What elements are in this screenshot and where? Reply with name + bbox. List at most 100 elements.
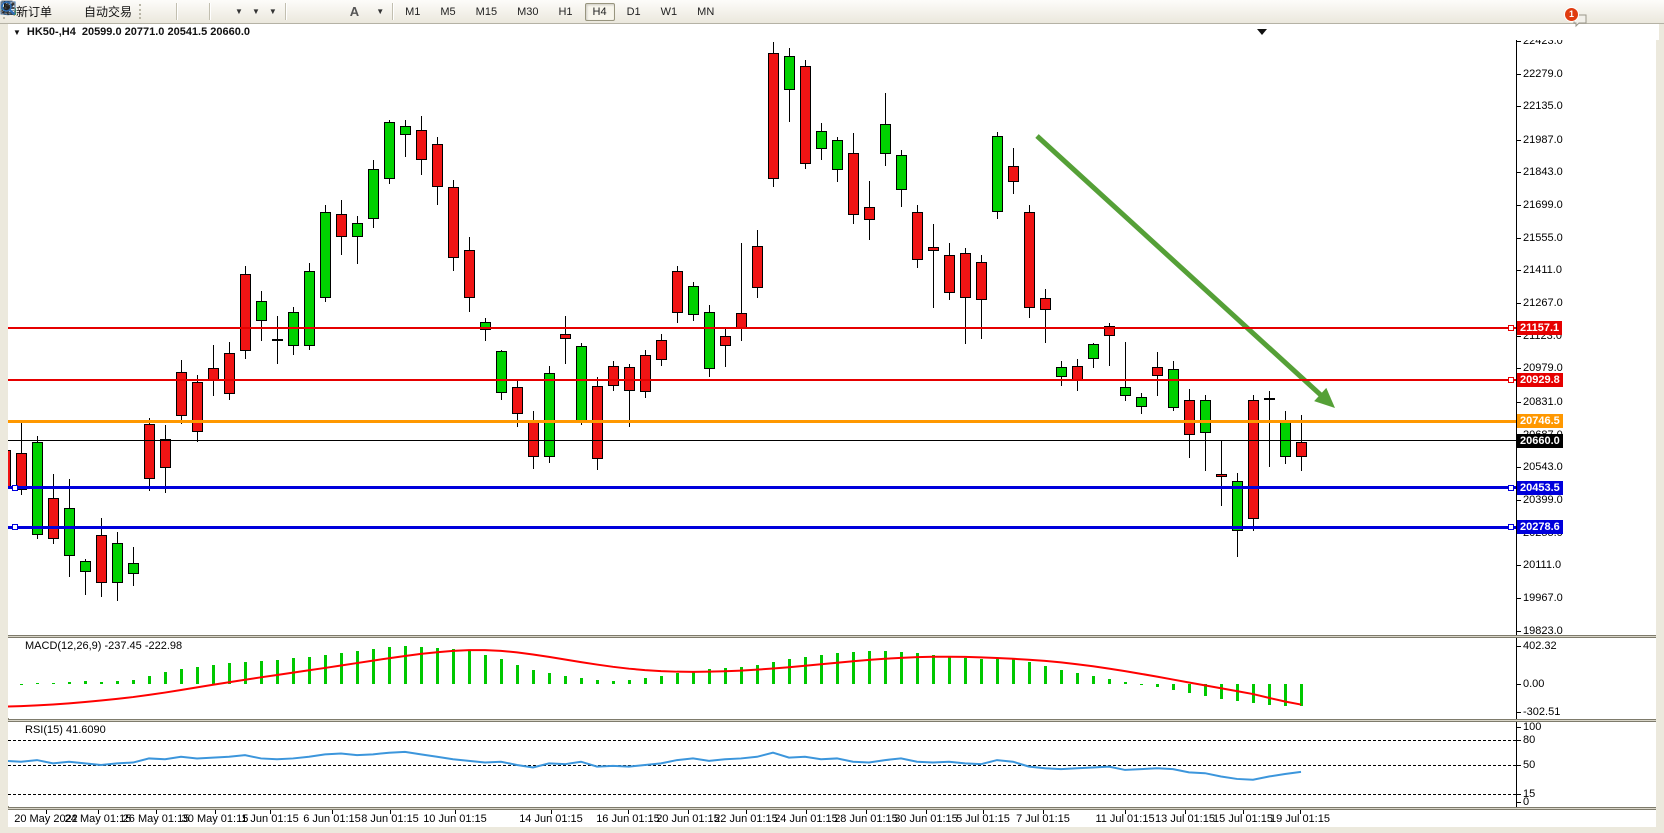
chart-titlebar[interactable]: ▼ HK50-,H4 20599.0 20771.0 20541.5 20660…: [8, 24, 1659, 40]
templates-button[interactable]: ▼: [0, 1, 281, 22]
periods-button[interactable]: ▼: [0, 0, 264, 22]
time-tick: [215, 810, 216, 814]
axis-tick: [1516, 565, 1521, 567]
time-tick-label: 30 Jun 01:15: [894, 813, 958, 825]
price-line-20929.8[interactable]: [8, 378, 1516, 381]
market-watch-button[interactable]: [1, 1, 64, 22]
price-tick-label: 21555.0: [1523, 231, 1563, 244]
price-axis[interactable]: 22423.0 22279.0 22135.0 21987.0 21843.0 21699…: [1516, 23, 1656, 809]
arrows-tool-button[interactable]: ▼: [2, 1, 388, 22]
indicators-button[interactable]: ▼: [0, 1, 247, 22]
chart-shift-button[interactable]: [0, 1, 230, 22]
timeframe-w1[interactable]: W1: [660, 5, 678, 18]
macd-panel[interactable]: MACD(12,26,9) -237.45 -222.98: [8, 638, 1516, 718]
auto-scroll-button[interactable]: [0, 1, 222, 22]
timeframe-m30[interactable]: M30: [517, 5, 539, 18]
macd-histogram-bar: [852, 651, 855, 684]
price-line-20660.0[interactable]: [8, 440, 1516, 442]
price-tick-label: 20831.0: [1523, 396, 1563, 409]
rsi-panel[interactable]: RSI(15) 41.6090: [8, 722, 1516, 806]
timeframe-h4[interactable]: H4: [584, 2, 615, 21]
macd-histogram-bar: [724, 667, 727, 684]
label-tool-button[interactable]: T: [1, 1, 371, 22]
timeframe-m15[interactable]: M15: [475, 5, 498, 18]
candle-up: [368, 168, 379, 219]
candle-down: [1216, 474, 1227, 478]
text-tool-button[interactable]: A: [346, 1, 363, 22]
toolbar-separator: [284, 3, 286, 20]
candle-down: [800, 66, 811, 165]
signals-button[interactable]: [1, 1, 80, 22]
chart-menu-arrow-icon[interactable]: ▼: [13, 27, 21, 37]
time-tick-label: 7 Jul 01:15: [1016, 813, 1070, 825]
candle-down: [1152, 367, 1163, 377]
line-handle[interactable]: [1508, 484, 1514, 491]
price-line-20746.5[interactable]: [8, 419, 1516, 423]
macd-histogram-bar: [884, 650, 887, 684]
line-handle[interactable]: [12, 484, 18, 491]
candle-down: [1008, 166, 1019, 183]
candle-down: [656, 340, 667, 361]
candle-up: [1232, 480, 1243, 532]
line-handle[interactable]: [1508, 325, 1514, 332]
zoom-out-button[interactable]: [1, 1, 197, 22]
price-line-20453.5[interactable]: [8, 486, 1516, 490]
macd-histogram-bar: [1188, 683, 1191, 694]
timeframe-d1[interactable]: D1: [626, 5, 641, 18]
cursor-tool-button[interactable]: [4, 1, 298, 22]
channel-tool-button[interactable]: E: [0, 1, 338, 22]
candle-up: [320, 212, 331, 298]
line-handle[interactable]: [12, 524, 18, 531]
crosshair-tool-button[interactable]: [1, 1, 306, 22]
trendline-tool-button[interactable]: [1, 1, 330, 22]
candle-up: [80, 561, 91, 573]
candle-up: [992, 135, 1003, 212]
fibonacci-tool-button[interactable]: F: [2, 1, 346, 22]
axis-tick: [1516, 270, 1521, 272]
timeframe-mn[interactable]: MN: [697, 5, 715, 18]
panel-splitter[interactable]: [8, 719, 1656, 722]
timeframe-h1[interactable]: H1: [558, 5, 573, 18]
zoom-in-button[interactable]: [1, 1, 189, 22]
macd-histogram-bar: [788, 659, 791, 684]
trend-arrow-annotation[interactable]: [8, 40, 1516, 635]
line-handle[interactable]: [1508, 524, 1514, 531]
timeframe-m1[interactable]: M1: [405, 5, 421, 18]
candle-down: [192, 381, 203, 432]
tile-windows-button[interactable]: [0, 1, 205, 22]
candlestick-type-button[interactable]: [2, 1, 164, 22]
time-tick-label: 24 Jun 01:15: [774, 813, 838, 825]
line-handle[interactable]: [1508, 376, 1514, 383]
price-line-20278.6[interactable]: [8, 525, 1516, 529]
panel-splitter[interactable]: [8, 807, 1656, 810]
price-chart-panel[interactable]: [8, 40, 1516, 635]
price-line-21157.1[interactable]: [8, 327, 1516, 330]
candle-down: [752, 245, 763, 289]
time-tick: [1300, 810, 1301, 814]
macd-histogram-bar: [596, 679, 599, 684]
candle-down: [96, 534, 107, 584]
panel-splitter[interactable]: [8, 635, 1656, 638]
macd-histogram-bar: [1284, 683, 1287, 706]
price-line-badge: 20746.5: [1517, 414, 1563, 429]
macd-histogram-bar: [804, 656, 807, 684]
terminal-button[interactable]: [1, 1, 72, 22]
toolbar-grip[interactable]: [139, 4, 145, 19]
macd-histogram-bar: [564, 676, 567, 684]
line-chart-type-button[interactable]: [0, 1, 172, 22]
chart-shift-marker[interactable]: [1257, 29, 1267, 35]
bar-chart-type-button[interactable]: [2, 1, 156, 22]
macd-histogram-bar: [276, 660, 279, 684]
vertical-line-tool-button[interactable]: [7, 1, 314, 22]
autotrading-button[interactable]: 自动交易: [1, 1, 136, 22]
timeframe-m5[interactable]: M5: [440, 5, 456, 18]
price-tick-label: 22135.0: [1523, 100, 1563, 113]
new-order-button[interactable]: 新订单: [1, 0, 56, 22]
time-axis[interactable]: 20 May 2022 24 May 01:15 26 May 01:15 30 Ma…: [8, 810, 1656, 827]
search-icon[interactable]: [0, 0, 16, 16]
horizontal-line-tool-button[interactable]: [2, 1, 322, 22]
price-tick-label: 19823.0: [1523, 624, 1563, 637]
axis-tick: [1516, 402, 1521, 404]
time-tick-label: 8 Jun 01:15: [361, 813, 419, 825]
candle-down: [720, 336, 731, 346]
